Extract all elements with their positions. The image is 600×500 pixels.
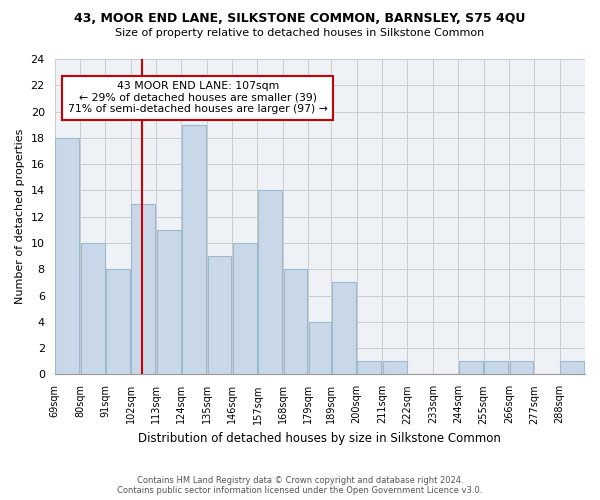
Bar bbox=[55, 138, 79, 374]
Bar bbox=[106, 270, 130, 374]
Bar bbox=[459, 362, 483, 374]
Text: Contains HM Land Registry data © Crown copyright and database right 2024.
Contai: Contains HM Land Registry data © Crown c… bbox=[118, 476, 482, 495]
Bar bbox=[332, 282, 356, 374]
Bar bbox=[182, 124, 206, 374]
Bar bbox=[157, 230, 181, 374]
X-axis label: Distribution of detached houses by size in Silkstone Common: Distribution of detached houses by size … bbox=[139, 432, 501, 445]
Text: 43, MOOR END LANE, SILKSTONE COMMON, BARNSLEY, S75 4QU: 43, MOOR END LANE, SILKSTONE COMMON, BAR… bbox=[74, 12, 526, 26]
Bar bbox=[509, 362, 533, 374]
Bar bbox=[284, 270, 307, 374]
Bar bbox=[131, 204, 155, 374]
Bar bbox=[233, 243, 257, 374]
Bar bbox=[80, 243, 104, 374]
Bar bbox=[358, 362, 381, 374]
Bar bbox=[560, 362, 584, 374]
Bar bbox=[484, 362, 508, 374]
Bar bbox=[309, 322, 331, 374]
Text: Size of property relative to detached houses in Silkstone Common: Size of property relative to detached ho… bbox=[115, 28, 485, 38]
Text: 43 MOOR END LANE: 107sqm
← 29% of detached houses are smaller (39)
71% of semi-d: 43 MOOR END LANE: 107sqm ← 29% of detach… bbox=[68, 81, 328, 114]
Bar bbox=[258, 190, 282, 374]
Y-axis label: Number of detached properties: Number of detached properties bbox=[15, 129, 25, 304]
Bar bbox=[383, 362, 407, 374]
Bar bbox=[208, 256, 232, 374]
